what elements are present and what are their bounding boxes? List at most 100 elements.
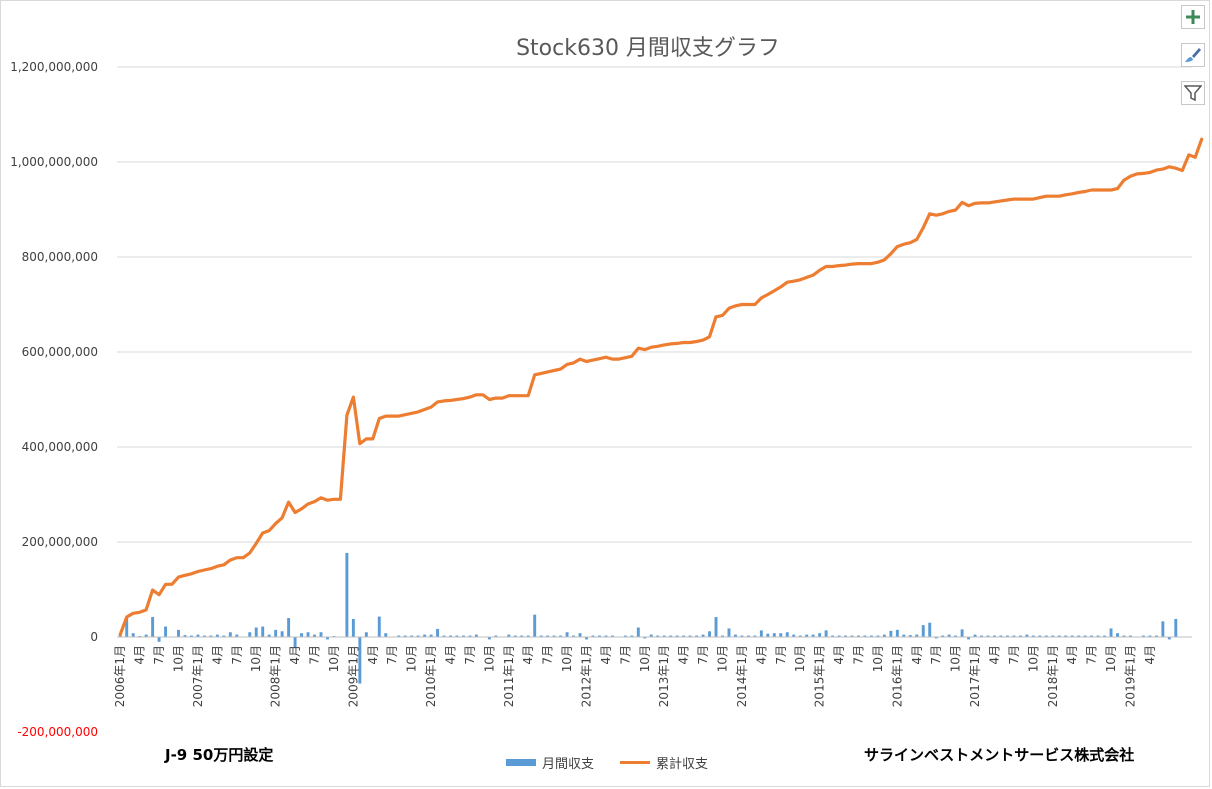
monthly-bar bbox=[151, 617, 155, 637]
monthly-bar bbox=[1005, 635, 1009, 637]
x-tick-label: 10月 bbox=[405, 645, 419, 672]
legend-swatch-line bbox=[620, 761, 650, 764]
monthly-bar bbox=[921, 625, 925, 637]
monthly-bar bbox=[254, 627, 258, 637]
x-tick-label: 7月 bbox=[463, 645, 477, 665]
x-tick-label: 10月 bbox=[482, 645, 496, 672]
monthly-bar bbox=[604, 635, 608, 637]
monthly-bar bbox=[144, 634, 148, 637]
monthly-bar bbox=[397, 635, 401, 637]
monthly-bar bbox=[740, 635, 744, 637]
monthly-bar bbox=[526, 635, 530, 637]
monthly-bar bbox=[1051, 635, 1055, 637]
monthly-bar bbox=[766, 633, 770, 637]
monthly-bar bbox=[811, 634, 815, 637]
x-tick-label: 2006年1月 bbox=[113, 645, 127, 707]
x-tick-label: 7月 bbox=[929, 645, 943, 665]
monthly-bar bbox=[928, 622, 932, 637]
monthly-bar bbox=[1018, 635, 1022, 637]
monthly-bar bbox=[818, 633, 822, 637]
gridlines bbox=[117, 66, 1192, 543]
monthly-bar bbox=[863, 635, 867, 637]
monthly-bar bbox=[1154, 635, 1158, 637]
x-tick-label: 4月 bbox=[599, 645, 613, 665]
chart-style-button[interactable] bbox=[1181, 43, 1205, 67]
monthly-bar bbox=[319, 632, 323, 637]
monthly-bar bbox=[669, 635, 673, 637]
monthly-bar bbox=[701, 634, 705, 637]
x-tick-label: 4月 bbox=[1143, 645, 1157, 665]
monthly-bar bbox=[177, 629, 180, 637]
monthly-bar bbox=[695, 635, 699, 637]
monthly-bar bbox=[682, 635, 686, 637]
monthly-bar bbox=[844, 635, 847, 637]
monthly-bar bbox=[1044, 635, 1048, 637]
monthly-bar bbox=[487, 637, 491, 640]
monthly-bar bbox=[183, 635, 187, 637]
plus-icon bbox=[1186, 10, 1200, 24]
monthly-bar bbox=[662, 635, 666, 637]
x-tick-label: 2010年1月 bbox=[424, 645, 438, 707]
x-tick-label: 7月 bbox=[308, 645, 322, 665]
monthly-bar bbox=[993, 635, 996, 637]
monthly-bar bbox=[597, 635, 601, 637]
monthly-bar bbox=[287, 618, 291, 637]
x-tick-label: 4月 bbox=[1065, 645, 1079, 665]
monthly-bar bbox=[902, 634, 906, 637]
monthly-bar bbox=[274, 629, 278, 637]
monthly-bar bbox=[798, 635, 802, 637]
series-cumulative-line bbox=[118, 137, 1204, 637]
monthly-bar bbox=[209, 635, 213, 637]
monthly-bar bbox=[261, 626, 265, 637]
x-tick-label: 2012年1月 bbox=[580, 645, 594, 707]
monthly-bar bbox=[358, 637, 362, 684]
chart-filter-button[interactable] bbox=[1181, 81, 1205, 105]
x-tick-label: 4月 bbox=[754, 645, 768, 665]
x-tick-label: 2017年1月 bbox=[968, 645, 982, 707]
monthly-bar bbox=[442, 635, 446, 637]
x-tick-label: 10月 bbox=[1104, 645, 1118, 672]
monthly-bar bbox=[1083, 635, 1087, 637]
x-tick-label: 10月 bbox=[560, 645, 574, 672]
monthly-bar bbox=[882, 634, 886, 637]
monthly-bar bbox=[1141, 635, 1145, 637]
monthly-bar bbox=[280, 631, 284, 637]
monthly-bar bbox=[850, 635, 854, 637]
y-tick-label: 1,000,000,000 bbox=[10, 155, 98, 169]
brush-icon bbox=[1185, 48, 1201, 62]
monthly-bar bbox=[468, 635, 472, 637]
monthly-bar bbox=[403, 635, 407, 637]
monthly-bar bbox=[759, 630, 763, 637]
monthly-bar bbox=[202, 635, 206, 637]
x-tick-label: 7月 bbox=[696, 645, 710, 665]
x-tick-label: 7月 bbox=[1085, 645, 1099, 665]
monthly-bar bbox=[546, 635, 550, 637]
monthly-bar bbox=[1012, 635, 1016, 637]
monthly-bar bbox=[649, 634, 653, 637]
monthly-bar bbox=[1038, 635, 1042, 637]
legend-label-monthly: 月間収支 bbox=[542, 757, 595, 772]
monthly-bar bbox=[429, 634, 433, 637]
x-tick-label: 4月 bbox=[910, 645, 924, 665]
monthly-bar bbox=[306, 632, 310, 637]
monthly-bar bbox=[565, 632, 569, 637]
monthly-bar bbox=[753, 635, 757, 637]
monthly-bar bbox=[785, 632, 789, 637]
monthly-bar bbox=[831, 635, 835, 637]
monthly-bar bbox=[377, 616, 381, 637]
monthly-bar bbox=[345, 552, 349, 637]
legend-label-cumulative: 累計収支 bbox=[656, 757, 709, 772]
x-tick-label: 4月 bbox=[677, 645, 691, 665]
monthly-bar bbox=[1031, 635, 1035, 637]
y-tick-label: 0 bbox=[90, 630, 98, 644]
x-tick-label: 10月 bbox=[793, 645, 807, 672]
monthly-bar bbox=[578, 633, 582, 637]
series-monthly-bars bbox=[118, 552, 1178, 684]
monthly-bar bbox=[779, 633, 783, 637]
add-element-button[interactable] bbox=[1181, 5, 1205, 29]
monthly-bar bbox=[248, 632, 252, 637]
x-tick-label: 7月 bbox=[851, 645, 865, 665]
monthly-bar bbox=[837, 635, 841, 637]
monthly-bar bbox=[235, 634, 239, 637]
